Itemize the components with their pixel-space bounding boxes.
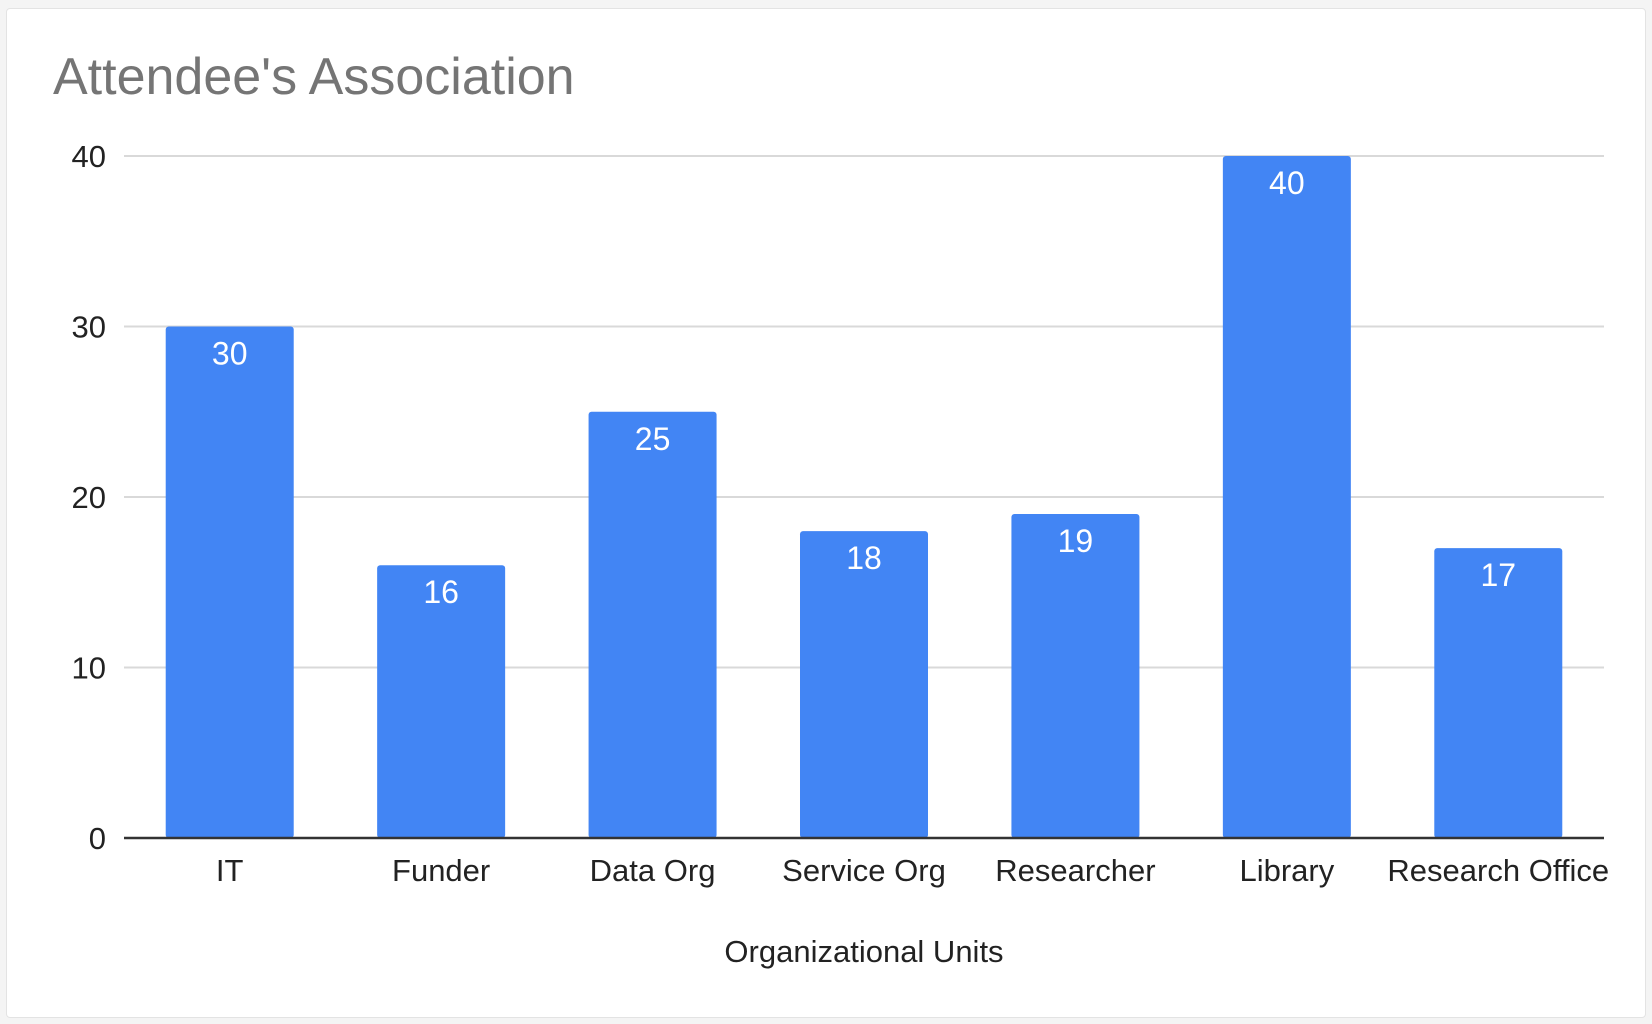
bar [1011,514,1140,838]
x-tick-label: Data Org [590,853,716,888]
y-tick-label: 30 [72,310,106,345]
bar-data-label: 17 [1480,557,1516,593]
bar [377,565,506,838]
y-tick-label: 40 [72,139,106,174]
bar-data-label: 16 [423,574,459,610]
bar-data-label: 19 [1058,523,1094,559]
bar-data-label: 25 [635,421,671,457]
bar [165,326,294,838]
bar-data-label: 18 [846,540,882,576]
x-tick-label: Research Office [1387,853,1609,888]
y-tick-label: 0 [89,821,106,856]
bar-data-label: 30 [212,336,248,372]
bars: 30 16 25 18 19 40 17 [165,156,1563,838]
x-tick-label: IT [216,853,244,888]
bar [588,411,717,838]
bar [1434,548,1563,838]
y-tick-label: 20 [72,480,106,515]
x-tick-label: Funder [392,853,490,888]
bar-data-label: 40 [1269,165,1305,201]
bar [800,531,928,838]
x-tick-label: Researcher [995,853,1155,888]
x-tick-label: Service Org [782,853,946,888]
x-axis-title: Organizational Units [724,934,1003,969]
bar [1222,156,1351,838]
x-tick-label: Library [1239,853,1334,888]
axes: 0 10 20 30 40 IT Funder Data Org Service Org Rese… [72,139,1610,888]
chart-title: Attendee's Association [53,48,575,106]
y-tick-label: 10 [72,651,106,686]
